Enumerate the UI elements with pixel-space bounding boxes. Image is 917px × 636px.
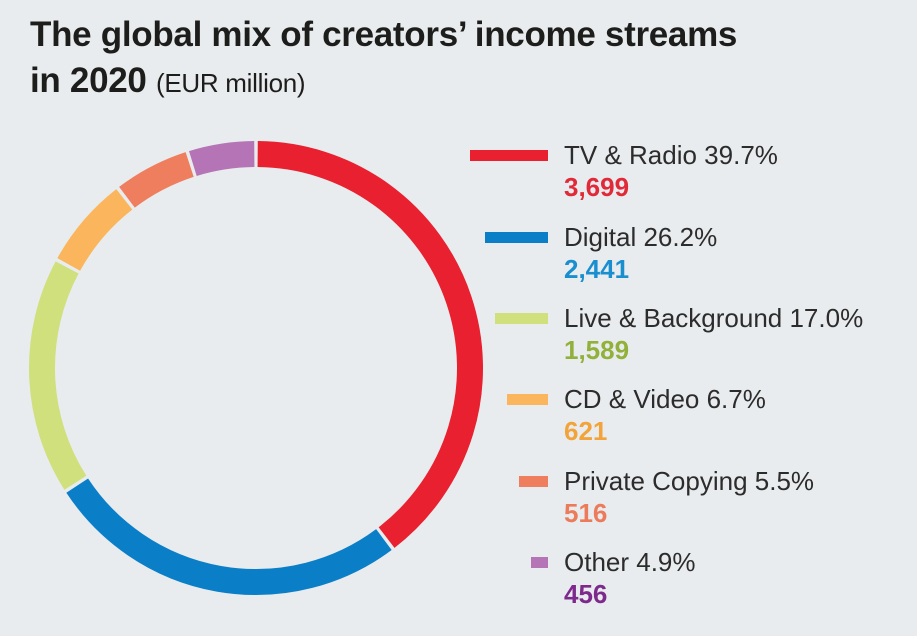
legend-swatch-tv-radio (470, 150, 548, 161)
chart-title-unit: (EUR million) (156, 68, 306, 98)
chart-title: The global mix of creators’ income strea… (30, 12, 737, 106)
legend-swatch-digital (485, 232, 548, 243)
chart-title-line2: in 2020 (EUR million) (30, 58, 737, 106)
legend-swatch-private-copying (519, 476, 548, 487)
legend-swatch-other (531, 557, 548, 568)
legend-label-tv-radio: TV & Radio 39.7% (564, 140, 778, 170)
legend-value-other: 456 (564, 579, 608, 609)
legend-value-private-copying: 516 (564, 498, 608, 528)
legend-swatch-live-background (495, 313, 548, 324)
donut-slice-private-copying (119, 152, 194, 208)
donut-slice-tv-radio (257, 141, 483, 548)
donut-slice-live-background (29, 261, 87, 490)
legend-value-tv-radio: 3,699 (564, 172, 630, 202)
legend-value-live-background: 1,589 (564, 335, 630, 365)
chart-title-year: in 2020 (30, 61, 147, 100)
legend-label-live-background: Live & Background 17.0% (564, 303, 864, 333)
legend-swatch-cd-video (507, 394, 548, 405)
legend-label-cd-video: CD & Video 6.7% (564, 384, 766, 414)
legend-value-digital: 2,441 (564, 254, 630, 284)
donut-slice-cd-video (57, 189, 133, 271)
donut-slice-digital (66, 478, 392, 595)
legend-label-digital: Digital 26.2% (564, 222, 718, 252)
chart-title-line1: The global mix of creators’ income strea… (30, 15, 738, 54)
legend-label-private-copying: Private Copying 5.5% (564, 466, 815, 496)
legend-label-other: Other 4.9% (564, 547, 696, 577)
donut-slice-other (189, 141, 255, 177)
legend-value-cd-video: 621 (564, 416, 608, 446)
